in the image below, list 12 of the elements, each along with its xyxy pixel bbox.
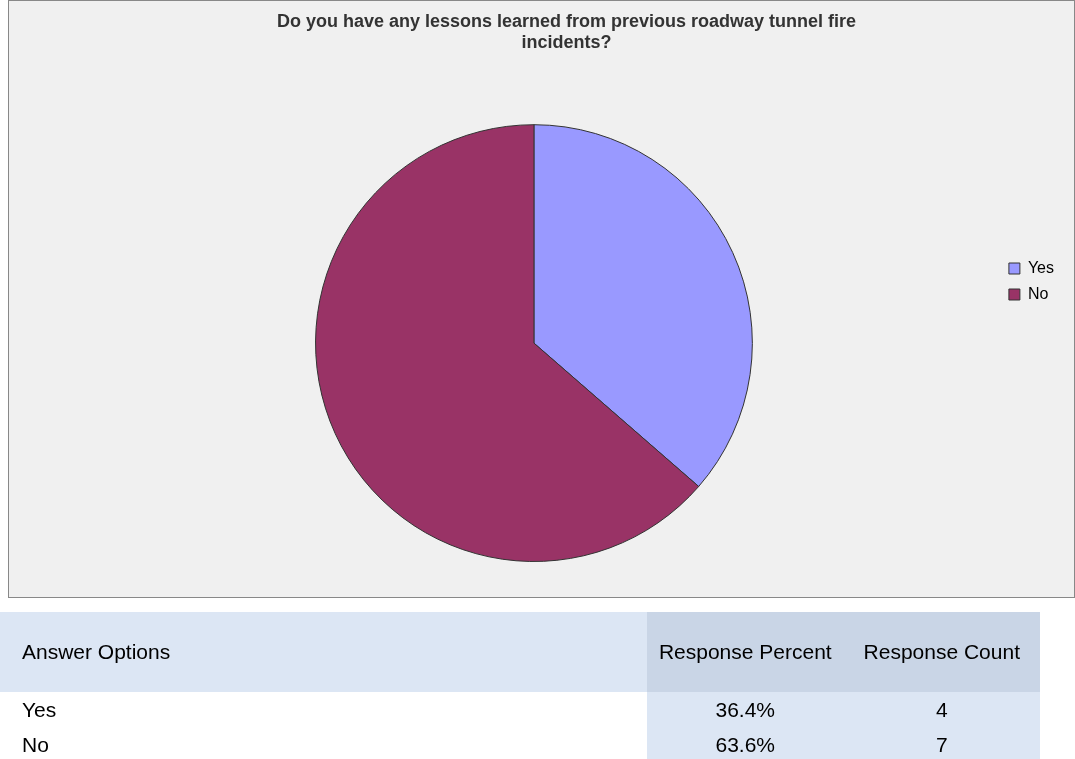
chart-title: Do you have any lessons learned from previous roadway tunnel fire incidents? [276,10,857,53]
text: Response Count [843,612,1040,692]
category-label: Yes [22,698,57,721]
text: Response Percent [647,612,844,692]
text: 4 [843,692,1040,727]
text: Answer Options [0,612,648,692]
text: 36.4% [647,692,844,727]
legend-label: Yes [1027,258,1055,276]
category-label: No [22,733,49,756]
text: 63.6% [647,727,844,759]
legend-label: No [1027,284,1049,302]
text: 7 [843,727,1040,759]
